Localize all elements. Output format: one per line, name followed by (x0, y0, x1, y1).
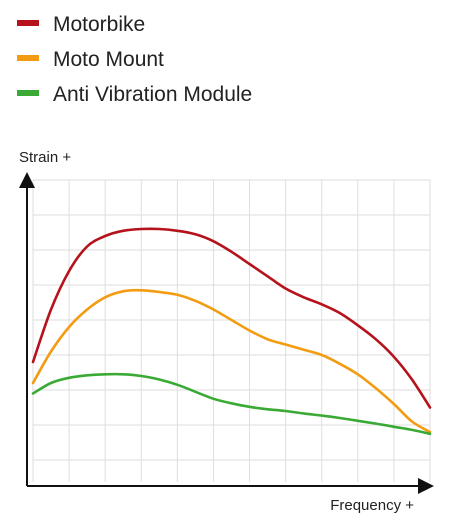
y-axis-arrow (19, 172, 35, 188)
legend-swatch-anti-vibration-module (17, 90, 39, 96)
series-line-motorbike (31, 227, 432, 409)
series-layer (31, 227, 432, 436)
legend: Motorbike Moto Mount Anti Vibration Module (17, 13, 252, 106)
series-line-anti-vibration-module (31, 372, 432, 436)
chart-axes (19, 172, 434, 494)
series-line-moto-mount (31, 288, 432, 434)
legend-label-moto-mount: Moto Mount (53, 48, 164, 71)
x-axis-arrow (418, 478, 434, 494)
x-axis-label: Frequency + (330, 497, 414, 514)
y-axis-label: Strain + (19, 149, 71, 166)
legend-label-anti-vibration-module: Anti Vibration Module (53, 83, 252, 106)
legend-swatch-moto-mount (17, 55, 39, 61)
chart-grid (32, 179, 431, 482)
legend-swatch-motorbike (17, 20, 39, 26)
legend-label-motorbike: Motorbike (53, 13, 145, 36)
